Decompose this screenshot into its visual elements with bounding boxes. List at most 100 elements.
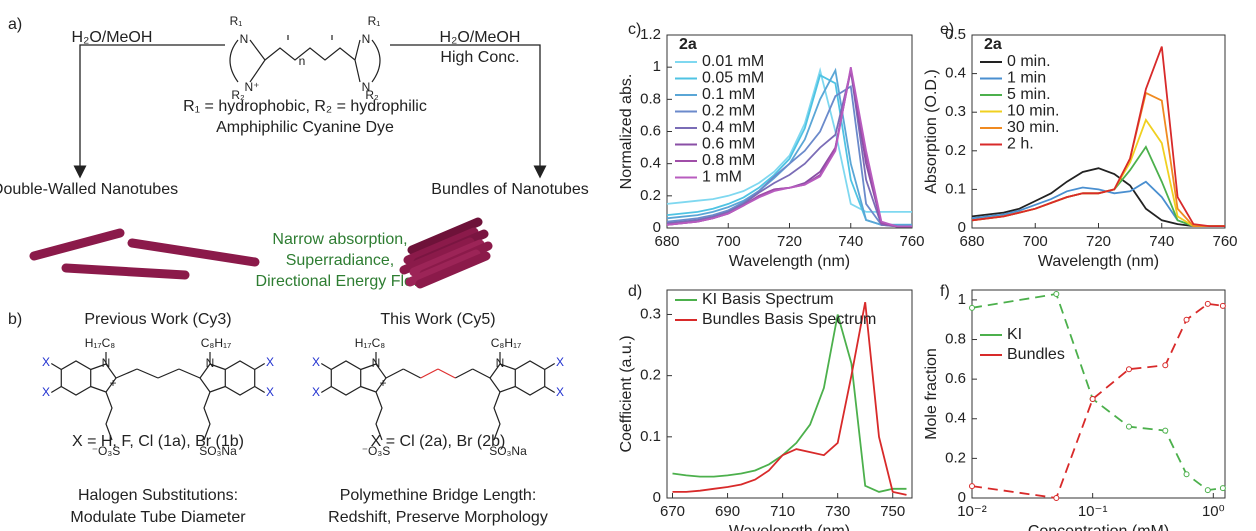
atom-label: SO₃Na <box>199 444 237 458</box>
y-tick-label: 0.8 <box>640 90 661 107</box>
x-tick-label: 670 <box>660 503 685 520</box>
data-point <box>1219 302 1226 309</box>
atom-label: X <box>556 355 564 369</box>
benzene-ring <box>224 360 256 396</box>
condition: High Conc. <box>440 49 519 66</box>
y-tick-label: 1 <box>653 58 661 75</box>
dye-structure <box>229 35 381 83</box>
legend-label: 0.01 mM <box>702 53 764 70</box>
legend-label: 2 h. <box>1007 136 1034 153</box>
atom-label: X <box>42 385 50 399</box>
x-bonds <box>320 362 332 394</box>
data-point <box>1162 427 1169 434</box>
legend-label: Bundles Basis Spectrum <box>702 311 876 328</box>
x-tick-label: 710 <box>770 503 795 520</box>
structure-note: Redshift, Preserve Morphology <box>328 509 548 526</box>
x-tick-label: 740 <box>1149 233 1174 250</box>
x-axis-label: Wavelength (nm) <box>1038 253 1159 270</box>
y-axis-label: Mole fraction <box>923 348 940 440</box>
atom-label: SO₃Na <box>489 444 527 458</box>
y-tick-label: 0.3 <box>945 103 966 120</box>
molecule <box>50 352 266 441</box>
arrow <box>390 44 547 179</box>
y-tick-label: 0 <box>958 489 966 506</box>
y-tick-label: 1 <box>958 291 966 308</box>
polymethine-bond <box>178 368 201 379</box>
x-tick-label: 760 <box>1212 233 1237 250</box>
y-tick-label: 0.3 <box>640 305 661 322</box>
y-axis-label: Coefficient (a.u.) <box>618 335 635 452</box>
structure-note: Polymethine Bridge Length: <box>340 487 537 504</box>
series-line <box>666 84 912 228</box>
x-tick-label: 10⁻² <box>957 503 987 520</box>
property: Superradiance, <box>286 252 395 269</box>
panel-label: f) <box>940 283 950 300</box>
data-point <box>1053 495 1060 501</box>
legend-label: KI Basis Spectrum <box>702 291 834 308</box>
dye-name: Amphiphilic Cyanine Dye <box>216 119 394 136</box>
x-tick-label: 720 <box>1086 233 1111 250</box>
property: Directional Energy Flow <box>256 273 425 290</box>
atom-label: + <box>379 376 386 390</box>
y-tick-label: 0.4 <box>945 65 966 82</box>
x-tick-label: 10⁻¹ <box>1078 503 1108 520</box>
legend-label: 5 min. <box>1007 86 1051 103</box>
y-tick-label: 0.6 <box>945 370 966 387</box>
y-axis-label: Absorption (O.D.) <box>923 69 940 193</box>
panel-label: d) <box>628 283 642 300</box>
x-axis-label: Wavelength (nm) <box>729 523 850 531</box>
legend-label: 0.05 mM <box>702 70 764 87</box>
atom-label: X <box>312 385 320 399</box>
data-point <box>969 304 975 311</box>
x-tick-label: 760 <box>899 233 924 250</box>
data-point <box>1089 395 1096 402</box>
sulfopropyl-chain <box>375 391 383 441</box>
atom-label: X <box>266 385 274 399</box>
atom-label: X <box>266 355 274 369</box>
y-tick-label: 0.1 <box>945 180 966 197</box>
atom-label: N <box>362 80 371 94</box>
y-tick-label: 0.1 <box>640 428 661 445</box>
atom-label: H₁₇C₈ <box>355 336 386 350</box>
legend-title: 2a <box>679 36 697 53</box>
sulfopropyl-chain <box>105 391 113 441</box>
legend-title: 2a <box>984 36 1002 53</box>
structure-title: Previous Work (Cy3) <box>84 311 231 328</box>
plot-frame <box>666 289 913 499</box>
sulfopropyl-chain <box>493 391 501 441</box>
atom-label: N <box>362 32 371 46</box>
x-tick-label: 740 <box>838 233 863 250</box>
property: Narrow absorption, <box>272 231 407 248</box>
x-tick-label: 750 <box>880 503 905 520</box>
series-line <box>971 167 1225 227</box>
data-point <box>1125 423 1132 430</box>
x-tick-label: 700 <box>716 233 741 250</box>
x-axis-label: Concentration (mM) <box>1028 523 1169 531</box>
x-tick-label: 690 <box>715 503 740 520</box>
series-line <box>971 46 1225 227</box>
atom-label: N⁺ <box>245 80 260 94</box>
x-tick-label: 730 <box>825 503 850 520</box>
y-tick-label: 0 <box>653 219 661 236</box>
series-line <box>672 314 907 493</box>
structure-title: This Work (Cy5) <box>380 311 495 328</box>
legend-label: Bundles <box>1007 346 1065 363</box>
y-tick-label: 0.6 <box>640 122 661 139</box>
benzene-ring <box>330 360 362 396</box>
polymethine-bond <box>472 368 491 379</box>
nanotubes <box>29 228 260 280</box>
structure-note: Halogen Substitutions: <box>78 487 238 504</box>
atom-label: R₂ <box>231 88 245 102</box>
polymethine-bond <box>420 368 439 379</box>
y-tick-label: 0.2 <box>945 449 966 466</box>
atom-label: + <box>109 376 116 390</box>
legend-label: 0.4 mM <box>702 119 755 136</box>
polymethine-bond <box>437 368 456 379</box>
x-tick-label: 680 <box>959 233 984 250</box>
y-tick-label: 0 <box>958 219 966 236</box>
y-tick-label: 0.2 <box>640 367 661 384</box>
legend-label: 0.8 mM <box>702 152 755 169</box>
legend-label: 0.1 mM <box>702 86 755 103</box>
molecule <box>320 352 556 441</box>
